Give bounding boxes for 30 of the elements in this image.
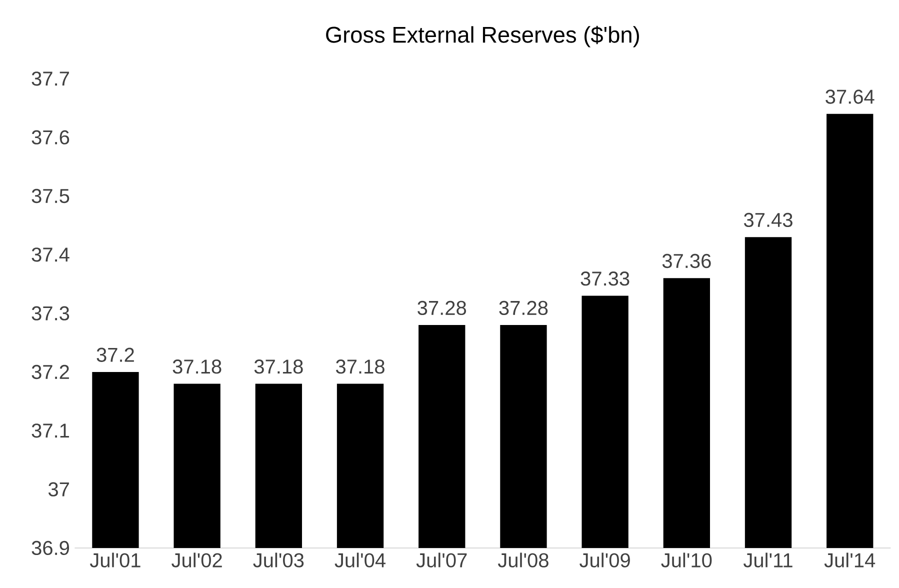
data-label: 37.18 (336, 360, 384, 374)
data-label: 37.2 (96, 348, 134, 362)
y-tick-label: 37.3 (32, 306, 70, 320)
y-tick-label: 37.7 (32, 72, 69, 86)
data-label: 37.43 (744, 212, 792, 228)
y-tick-label: 37.6 (32, 130, 70, 144)
data-label: 37.28 (418, 300, 466, 316)
x-tick-label: Jul'09 (580, 552, 630, 568)
data-label: 37.18 (254, 360, 303, 374)
y-tick-label: 37.5 (32, 188, 70, 204)
x-tick-label: Jul'01 (90, 552, 140, 568)
x-tick-label: Jul'07 (416, 552, 467, 568)
x-tick-label: Jul'14 (824, 552, 876, 568)
y-tick-label: 37.4 (32, 248, 70, 262)
data-label: 37.33 (580, 272, 630, 286)
y-tick-label: 37.2 (32, 364, 69, 380)
data-label: 37.18 (172, 360, 222, 374)
chart-title: Gross External Reserves ($'bn) (326, 26, 639, 48)
y-tick-label: 37.1 (32, 424, 69, 438)
data-label: 37.64 (826, 90, 874, 104)
y-tick-label: 36.9 (32, 540, 69, 556)
x-tick-label: Jul'02 (172, 552, 222, 568)
x-tick-label: Jul'08 (498, 552, 548, 568)
x-tick-label: Jul'11 (744, 552, 792, 568)
x-tick-label: Jul'10 (661, 552, 712, 568)
x-tick-label: Jul'03 (253, 552, 304, 568)
x-tick-label: Jul'04 (334, 552, 386, 568)
data-label: 37.28 (499, 300, 548, 316)
y-tick-label: 37 (48, 482, 69, 496)
data-label: 37.36 (662, 254, 711, 268)
